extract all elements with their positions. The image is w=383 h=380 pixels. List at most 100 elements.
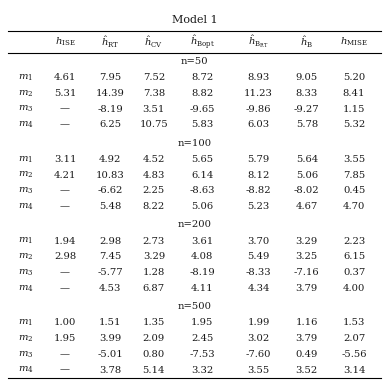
Text: 2.25: 2.25	[143, 186, 165, 195]
Text: 2.23: 2.23	[343, 236, 365, 245]
Text: 5.23: 5.23	[247, 202, 270, 211]
Text: $h_{\rm ISE}$: $h_{\rm ISE}$	[55, 36, 75, 48]
Text: —: —	[60, 202, 70, 211]
Text: 7.85: 7.85	[343, 171, 365, 180]
Text: 5.79: 5.79	[247, 155, 270, 164]
Text: 10.75: 10.75	[139, 120, 168, 130]
Text: 3.78: 3.78	[99, 366, 121, 375]
Text: 4.61: 4.61	[54, 73, 76, 82]
Text: 6.15: 6.15	[343, 252, 365, 261]
Text: —: —	[60, 120, 70, 130]
Text: -8.19: -8.19	[97, 105, 123, 114]
Text: —: —	[60, 268, 70, 277]
Text: —: —	[60, 186, 70, 195]
Text: 5.14: 5.14	[142, 366, 165, 375]
Text: —: —	[60, 350, 70, 359]
Text: n=500: n=500	[177, 302, 211, 311]
Text: -5.77: -5.77	[97, 268, 123, 277]
Text: $m_3$: $m_3$	[18, 268, 33, 278]
Text: $\hat{h}_{\rm B_{RT}}$: $\hat{h}_{\rm B_{RT}}$	[248, 34, 269, 50]
Text: 8.93: 8.93	[247, 73, 270, 82]
Text: 1.16: 1.16	[296, 318, 318, 327]
Text: 3.29: 3.29	[296, 236, 318, 245]
Text: 1.35: 1.35	[143, 318, 165, 327]
Text: -8.63: -8.63	[190, 186, 215, 195]
Text: —: —	[60, 366, 70, 375]
Text: 4.92: 4.92	[99, 155, 121, 164]
Text: 0.45: 0.45	[343, 186, 365, 195]
Text: -7.60: -7.60	[246, 350, 271, 359]
Text: 2.07: 2.07	[343, 334, 365, 343]
Text: 5.31: 5.31	[54, 89, 76, 98]
Text: 1.95: 1.95	[54, 334, 76, 343]
Text: $m_1$: $m_1$	[18, 318, 33, 328]
Text: $m_2$: $m_2$	[18, 333, 33, 344]
Text: $m_1$: $m_1$	[18, 72, 33, 83]
Text: 8.22: 8.22	[143, 202, 165, 211]
Text: -9.65: -9.65	[190, 105, 215, 114]
Text: $m_3$: $m_3$	[18, 186, 33, 196]
Text: 3.14: 3.14	[343, 366, 365, 375]
Text: 14.39: 14.39	[96, 89, 124, 98]
Text: 2.73: 2.73	[143, 236, 165, 245]
Text: 5.78: 5.78	[296, 120, 318, 130]
Text: Model 1: Model 1	[172, 15, 217, 25]
Text: 3.51: 3.51	[143, 105, 165, 114]
Text: 3.02: 3.02	[247, 334, 270, 343]
Text: $\hat{h}_{\rm B}$: $\hat{h}_{\rm B}$	[300, 34, 313, 49]
Text: -6.62: -6.62	[97, 186, 123, 195]
Text: $m_2$: $m_2$	[18, 170, 33, 180]
Text: 5.32: 5.32	[343, 120, 365, 130]
Text: 2.98: 2.98	[99, 236, 121, 245]
Text: 11.23: 11.23	[244, 89, 273, 98]
Text: 1.53: 1.53	[343, 318, 365, 327]
Text: 4.21: 4.21	[54, 171, 76, 180]
Text: 6.87: 6.87	[143, 284, 165, 293]
Text: 3.99: 3.99	[99, 334, 121, 343]
Text: $m_2$: $m_2$	[18, 88, 33, 98]
Text: 3.70: 3.70	[247, 236, 270, 245]
Text: 1.15: 1.15	[343, 105, 365, 114]
Text: 7.45: 7.45	[99, 252, 121, 261]
Text: 2.45: 2.45	[191, 334, 213, 343]
Text: 3.25: 3.25	[296, 252, 318, 261]
Text: 8.82: 8.82	[191, 89, 213, 98]
Text: -8.02: -8.02	[294, 186, 320, 195]
Text: 8.12: 8.12	[247, 171, 270, 180]
Text: n=200: n=200	[177, 220, 211, 230]
Text: $m_3$: $m_3$	[18, 104, 33, 114]
Text: -8.33: -8.33	[246, 268, 271, 277]
Text: $m_4$: $m_4$	[18, 120, 33, 130]
Text: 0.80: 0.80	[143, 350, 165, 359]
Text: 3.55: 3.55	[247, 366, 270, 375]
Text: 3.52: 3.52	[296, 366, 318, 375]
Text: 8.41: 8.41	[343, 89, 365, 98]
Text: 0.49: 0.49	[296, 350, 318, 359]
Text: 4.53: 4.53	[99, 284, 121, 293]
Text: 10.83: 10.83	[96, 171, 124, 180]
Text: 6.25: 6.25	[99, 120, 121, 130]
Text: 3.29: 3.29	[143, 252, 165, 261]
Text: 1.28: 1.28	[143, 268, 165, 277]
Text: 2.09: 2.09	[143, 334, 165, 343]
Text: 5.06: 5.06	[191, 202, 213, 211]
Text: -8.19: -8.19	[189, 268, 215, 277]
Text: 4.67: 4.67	[296, 202, 318, 211]
Text: 3.11: 3.11	[54, 155, 76, 164]
Text: 1.99: 1.99	[247, 318, 270, 327]
Text: 8.33: 8.33	[296, 89, 318, 98]
Text: n=100: n=100	[177, 139, 211, 148]
Text: $h_{\rm MISE}$: $h_{\rm MISE}$	[340, 36, 368, 48]
Text: $m_3$: $m_3$	[18, 349, 33, 359]
Text: $\hat{h}_{\rm CV}$: $\hat{h}_{\rm CV}$	[144, 34, 164, 49]
Text: n=50: n=50	[180, 57, 208, 66]
Text: $m_2$: $m_2$	[18, 252, 33, 262]
Text: 2.98: 2.98	[54, 252, 76, 261]
Text: -5.01: -5.01	[97, 350, 123, 359]
Text: -5.56: -5.56	[341, 350, 367, 359]
Text: $m_4$: $m_4$	[18, 365, 33, 375]
Text: 4.00: 4.00	[343, 284, 365, 293]
Text: 5.20: 5.20	[343, 73, 365, 82]
Text: 6.03: 6.03	[247, 120, 270, 130]
Text: -7.53: -7.53	[190, 350, 215, 359]
